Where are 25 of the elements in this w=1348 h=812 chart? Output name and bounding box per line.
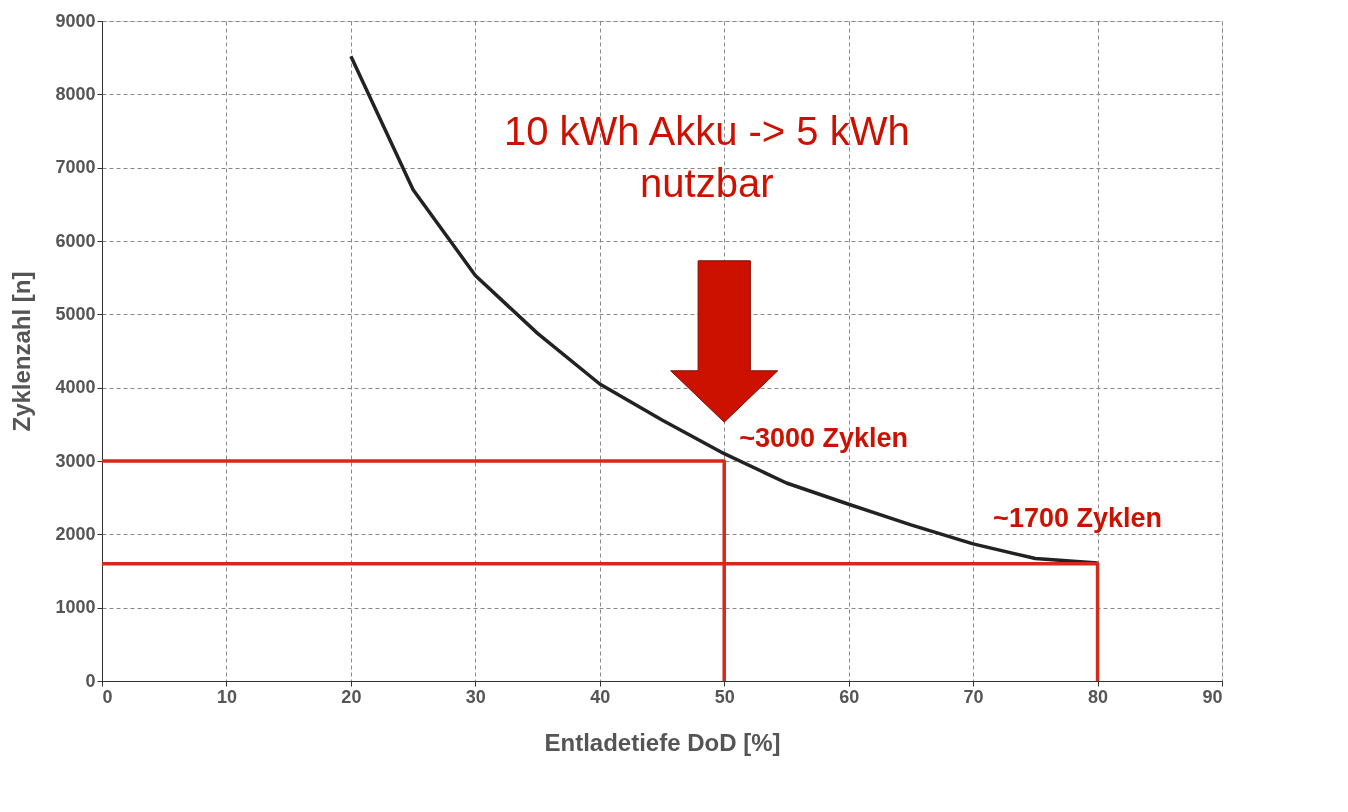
x-tick-label: 80 [1088,686,1109,707]
y-tick-label: 8000 [55,83,96,104]
x-tick-label: 30 [465,686,486,707]
annotation: ~1700 Zyklen [993,502,1162,533]
y-tick-label: 4000 [55,377,96,398]
x-tick-label: 50 [714,686,735,707]
y-tick-label: 6000 [55,230,96,251]
y-tick-label: 1000 [55,597,96,618]
x-tick-label: 20 [341,686,362,707]
y-axis-title: Zyklenzahl [n] [8,271,36,432]
y-tick-label: 5000 [55,303,96,324]
x-tick-label: 60 [839,686,860,707]
annotation: ~3000 Zyklen [739,423,909,453]
x-tick-label: 90 [1202,686,1223,707]
y-tick-label: 0 [85,670,96,691]
y-tick-label: 3000 [55,450,96,471]
x-axis-title: Entladetiefe DoD [%] [544,728,781,756]
y-tick-label: 2000 [55,523,96,544]
x-tick-label: 0 [102,686,113,707]
x-tick-label: 40 [590,686,611,707]
y-tick-label: 7000 [55,157,96,178]
x-tick-label: 10 [216,686,237,707]
x-tick-label: 70 [963,686,984,707]
annotation: 10 kWh Akku -> 5 kWh nutzbar [503,109,910,206]
y-tick-label: 9000 [55,10,96,31]
